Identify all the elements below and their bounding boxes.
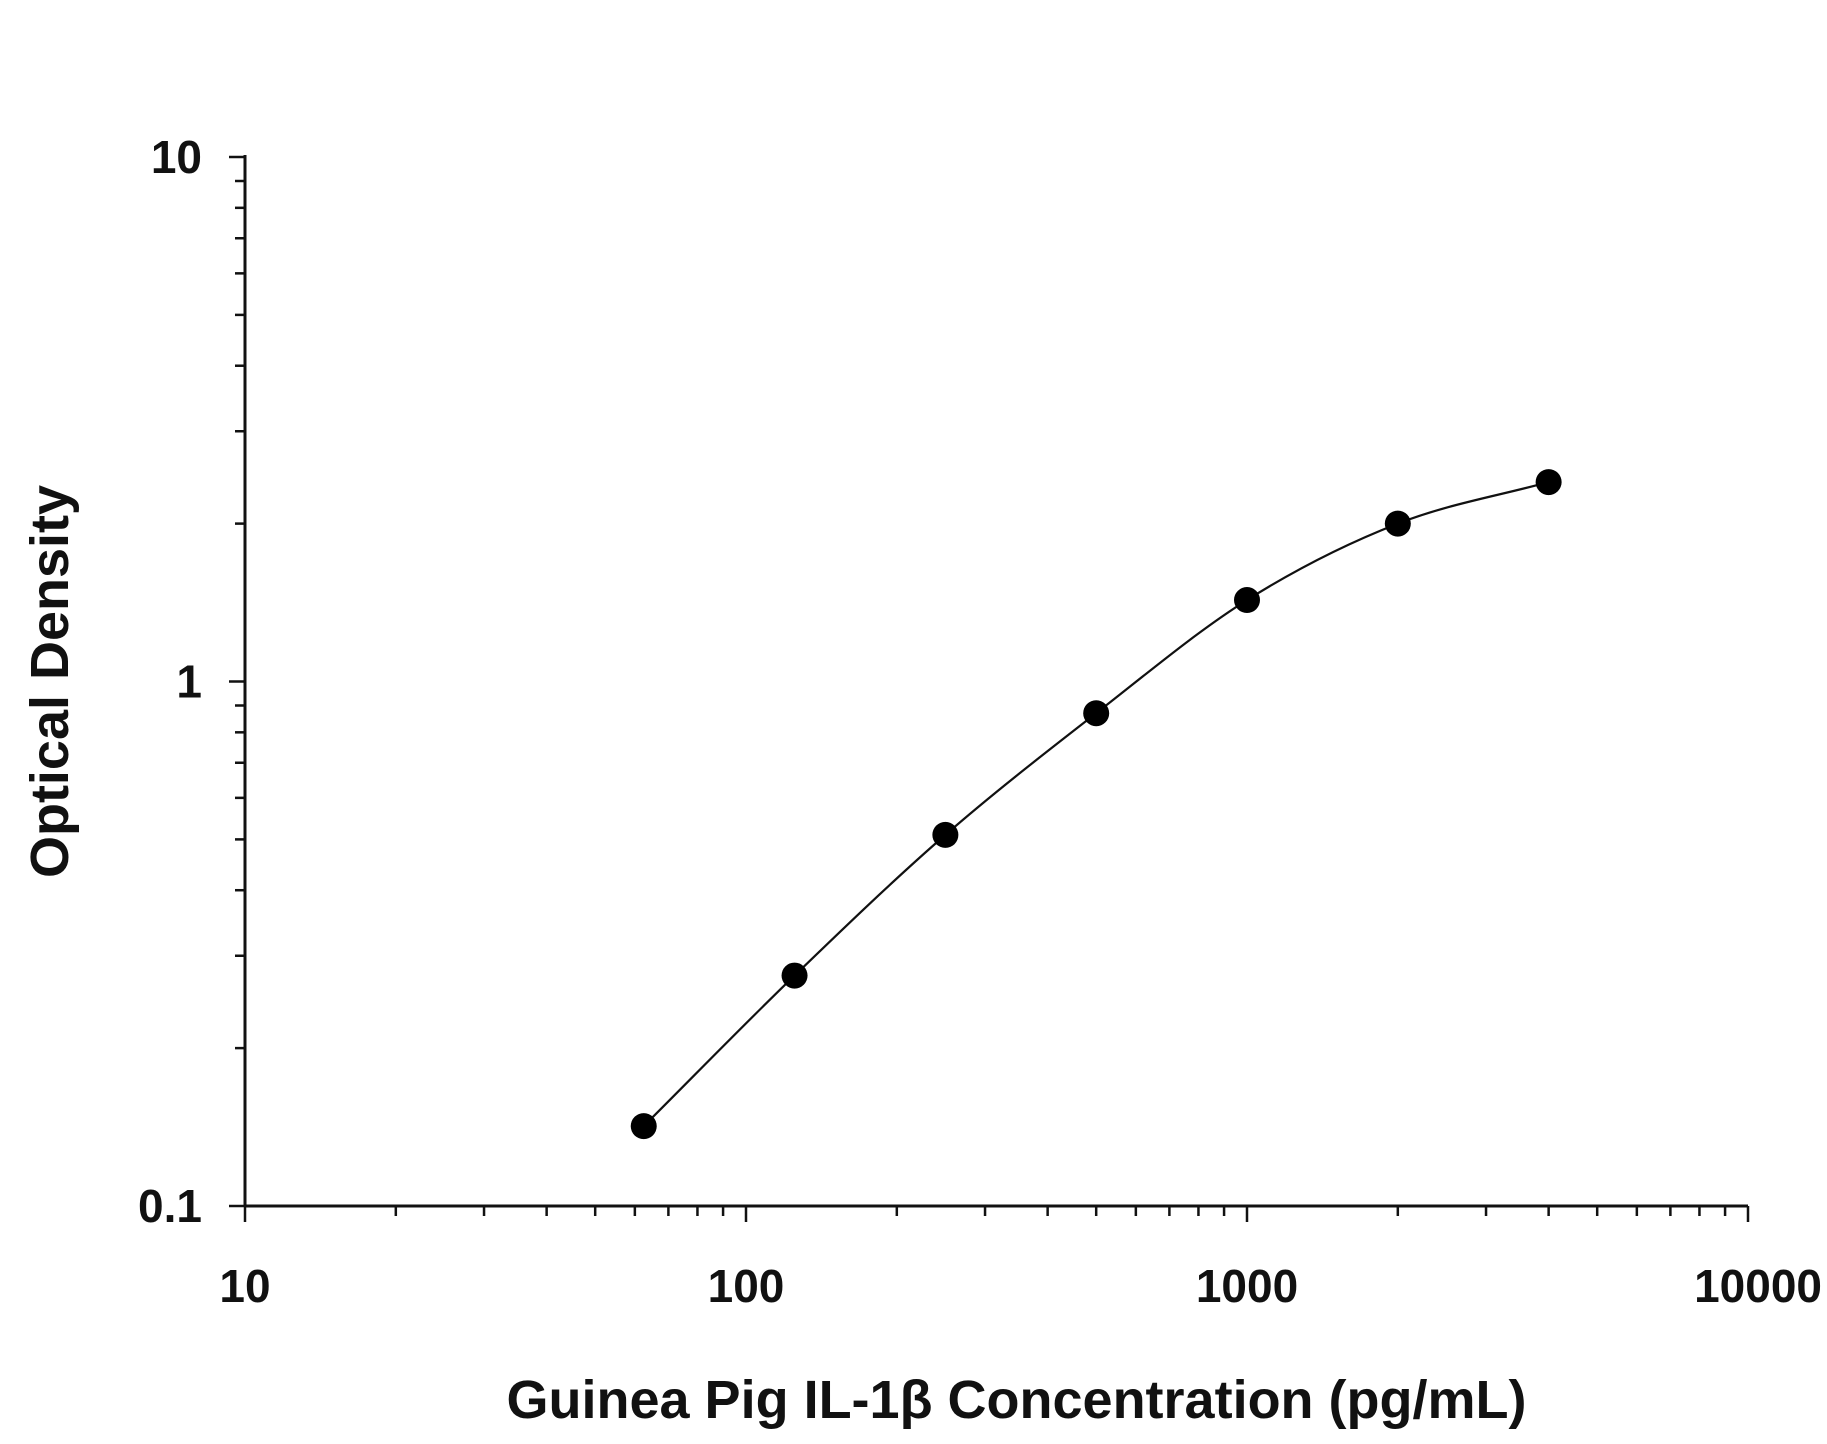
tick-labels: 10 100 1000 10000 0.1 1 10	[138, 131, 1822, 1312]
data-point	[1083, 700, 1110, 727]
data-point	[1535, 469, 1562, 496]
x-axis-title: Guinea Pig IL-1β Concentration (pg/mL)	[507, 1370, 1527, 1430]
y-tick-label: 10	[151, 131, 202, 183]
fit-curve	[642, 481, 1549, 1127]
y-tick-label: 0.1	[138, 1180, 202, 1232]
x-tick-label: 10	[219, 1260, 270, 1312]
ticks	[229, 155, 1750, 1222]
data-point	[932, 821, 959, 848]
y-tick-label: 1	[176, 656, 202, 708]
x-tick-label: 100	[708, 1260, 785, 1312]
data-point	[781, 962, 808, 989]
data-point	[1384, 510, 1411, 537]
data-point	[1234, 587, 1260, 614]
data-points	[630, 469, 1562, 1140]
x-tick-label: 1000	[1196, 1260, 1298, 1312]
data-point	[630, 1113, 657, 1140]
x-tick-label: 10000	[1694, 1260, 1822, 1312]
y-axis-title: Optical Density	[20, 485, 80, 878]
axes	[243, 155, 1748, 1208]
